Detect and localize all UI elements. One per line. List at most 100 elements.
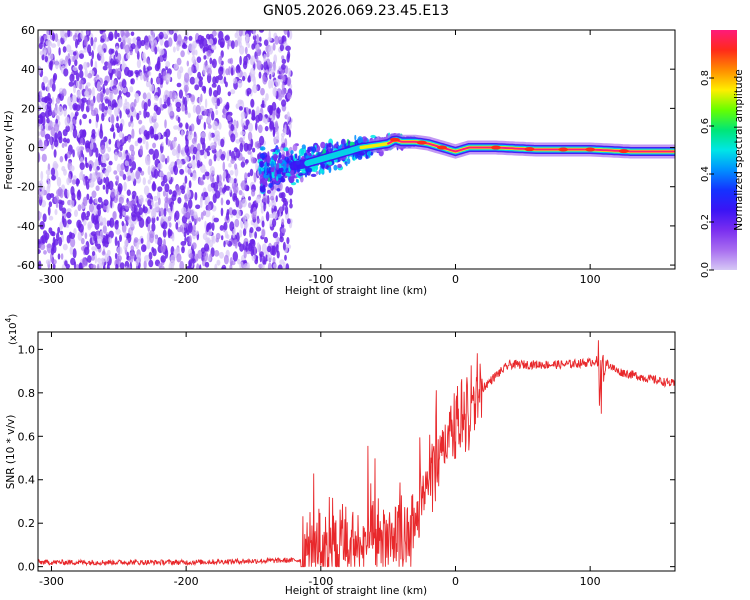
noise-speckle (248, 108, 251, 115)
signal-blob (276, 159, 283, 164)
noise-speckle (256, 140, 260, 150)
noise-speckle (52, 236, 56, 246)
noise-speckle (233, 178, 237, 184)
noise-speckle (152, 153, 156, 161)
noise-speckle (150, 30, 153, 36)
noise-speckle (188, 253, 194, 259)
noise-speckle (203, 121, 206, 130)
noise-speckle (218, 55, 222, 65)
noise-speckle (194, 191, 198, 201)
noise-speckle (182, 96, 185, 105)
noise-speckle (282, 241, 286, 251)
noise-speckle (42, 76, 49, 84)
noise-speckle (188, 43, 194, 52)
noise-speckle (229, 57, 234, 65)
noise-speckle (215, 104, 218, 110)
noise-speckle (126, 200, 133, 206)
noise-speckle (91, 254, 95, 261)
noise-speckle (157, 237, 163, 247)
signal-blob (328, 142, 332, 148)
snr-x-axis-label: Height of straight line (km) (285, 585, 427, 597)
noise-speckle (69, 165, 75, 172)
noise-speckle (247, 75, 251, 82)
noise-speckle (232, 228, 236, 239)
noise-speckle (104, 253, 110, 263)
signal-blob (333, 164, 338, 171)
noise-speckle (285, 263, 290, 269)
signal-hotspot (437, 145, 448, 150)
signal-blob (310, 173, 317, 177)
noise-speckle (220, 138, 225, 148)
noise-speckle (214, 190, 221, 199)
noise-speckle (188, 130, 193, 138)
noise-speckle (191, 159, 196, 170)
noise-speckle (79, 119, 82, 126)
noise-speckle (284, 200, 289, 207)
noise-speckle (86, 210, 91, 218)
noise-speckle (203, 55, 207, 60)
noise-speckle (54, 59, 60, 70)
noise-speckle (276, 209, 280, 217)
noise-speckle (42, 86, 46, 91)
noise-speckle (114, 236, 118, 247)
noise-speckle (221, 266, 226, 269)
noise-speckle (251, 109, 256, 117)
noise-speckle (252, 147, 256, 153)
colorbar-ticks: 0.0 0.2 0.4 0.6 0.8 (700, 70, 714, 278)
noise-speckle (99, 103, 102, 111)
noise-speckle (149, 84, 155, 92)
noise-speckle (58, 201, 63, 212)
noise-speckle (163, 131, 167, 137)
noise-speckle (128, 121, 132, 128)
noise-speckle (75, 104, 81, 112)
signal-blob (285, 172, 291, 177)
noise-speckle (184, 144, 190, 154)
noise-speckle (113, 131, 116, 139)
noise-speckle (43, 140, 48, 150)
signal-blob (331, 144, 334, 151)
noise-speckle (66, 189, 70, 199)
snr-y-scale-note: (x104) (4, 314, 19, 345)
noise-speckle (119, 262, 125, 269)
noise-speckle (102, 184, 106, 190)
noise-speckle (84, 232, 88, 240)
signal-blob (274, 170, 278, 178)
noise-speckle (256, 34, 260, 44)
noise-speckle (52, 109, 55, 117)
noise-speckle (165, 74, 171, 83)
noise-speckle (193, 224, 196, 233)
noise-speckle (190, 123, 195, 132)
noise-speckle (286, 237, 290, 245)
noise-speckle (83, 219, 87, 226)
x-tick-label: 100 (580, 273, 601, 286)
noise-speckle (188, 235, 192, 246)
noise-speckle (282, 128, 287, 136)
noise-speckle (66, 138, 70, 144)
noise-speckle (177, 69, 182, 80)
signal-blob (357, 136, 364, 144)
noise-speckle (194, 84, 200, 91)
noise-speckle (86, 82, 91, 87)
noise-speckle (47, 180, 51, 189)
noise-speckle (281, 58, 287, 64)
noise-speckle (197, 249, 203, 259)
noise-speckle (172, 46, 176, 53)
signal-blob (260, 162, 263, 168)
noise-speckle (42, 213, 47, 223)
noise-speckle (198, 76, 203, 81)
signal-blob (298, 148, 305, 157)
noise-speckle (242, 75, 246, 82)
noise-speckle (275, 78, 280, 87)
noise-speckle (234, 218, 240, 228)
noise-speckle (235, 148, 241, 159)
scale-prefix: (x10 (8, 322, 19, 345)
noise-speckle (109, 73, 113, 81)
noise-speckle (79, 53, 84, 59)
noise-speckle (231, 209, 237, 216)
noise-speckle (41, 54, 45, 61)
noise-speckle (220, 207, 224, 217)
noise-speckle (202, 210, 207, 217)
noise-speckle (62, 137, 67, 143)
noise-speckle (270, 78, 274, 89)
